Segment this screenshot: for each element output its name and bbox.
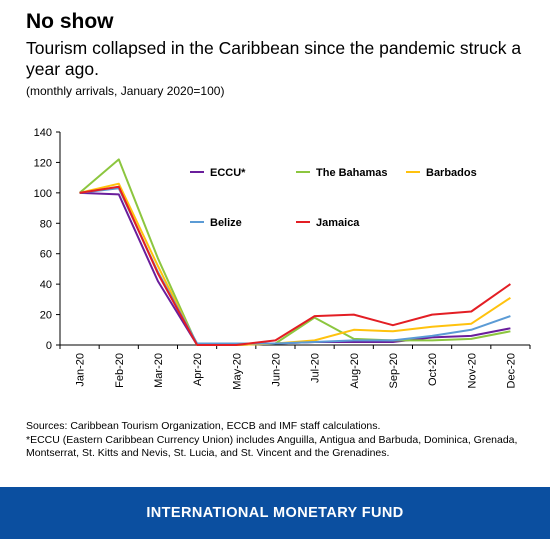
x-tick-label: Jul-20 bbox=[310, 353, 322, 383]
y-tick-label: 0 bbox=[46, 340, 52, 352]
x-tick-label: Jan-20 bbox=[75, 353, 87, 387]
x-tick-label: Feb-20 bbox=[114, 353, 126, 388]
line-chart: 0 20 40 60 80 100 120 140 Jan-20 Feb-20 Mar-20 Apr-… bbox=[34, 127, 531, 390]
sources-note: Sources: Caribbean Tourism Organization,… bbox=[26, 420, 381, 432]
legend-label: Barbados bbox=[426, 167, 477, 179]
series-line-belize bbox=[79, 187, 511, 345]
y-tick-label: 80 bbox=[40, 218, 52, 230]
legend-label: ECCU* bbox=[210, 167, 246, 179]
legend-label: The Bahamas bbox=[316, 167, 388, 179]
legend-label: Belize bbox=[210, 217, 242, 229]
y-tick-label: 20 bbox=[40, 310, 52, 322]
series-line-the-bahamas bbox=[78, 158, 511, 346]
series-line-barbados bbox=[79, 182, 511, 346]
x-tick-label: Nov-20 bbox=[466, 353, 478, 388]
chart-notes: Sources: Caribbean Tourism Organization,… bbox=[26, 420, 541, 461]
series-line-eccu bbox=[79, 191, 511, 346]
legend-label: Jamaica bbox=[316, 217, 360, 229]
chart-subtitle: Tourism collapsed in the Caribbean since… bbox=[26, 38, 522, 79]
x-tick-label: Dec-20 bbox=[505, 353, 517, 388]
x-tick-label: Sep-20 bbox=[388, 353, 400, 388]
eccu-footnote: *ECCU (Eastern Caribbean Currency Union)… bbox=[26, 434, 518, 459]
x-tick-label: Apr-20 bbox=[192, 353, 204, 386]
y-tick-label: 120 bbox=[34, 157, 52, 169]
x-tick-label: May-20 bbox=[231, 353, 243, 390]
y-tick-label: 40 bbox=[40, 279, 52, 291]
x-tick-label: Oct-20 bbox=[427, 353, 439, 386]
imf-footer-banner: INTERNATIONAL MONETARY FUND bbox=[0, 487, 550, 539]
series-line-jamaica bbox=[79, 185, 511, 346]
y-tick-label: 140 bbox=[34, 127, 52, 139]
y-tick-label: 100 bbox=[34, 188, 52, 200]
chart-units: (monthly arrivals, January 2020=100) bbox=[26, 84, 225, 98]
x-tick-label: Aug-20 bbox=[349, 353, 361, 388]
x-tick-label: Jun-20 bbox=[270, 353, 282, 387]
y-tick-label: 60 bbox=[40, 249, 52, 261]
x-tick-label: Mar-20 bbox=[153, 353, 165, 388]
chart-title: No show bbox=[26, 10, 114, 33]
imf-footer-label: INTERNATIONAL MONETARY FUND bbox=[146, 505, 404, 521]
